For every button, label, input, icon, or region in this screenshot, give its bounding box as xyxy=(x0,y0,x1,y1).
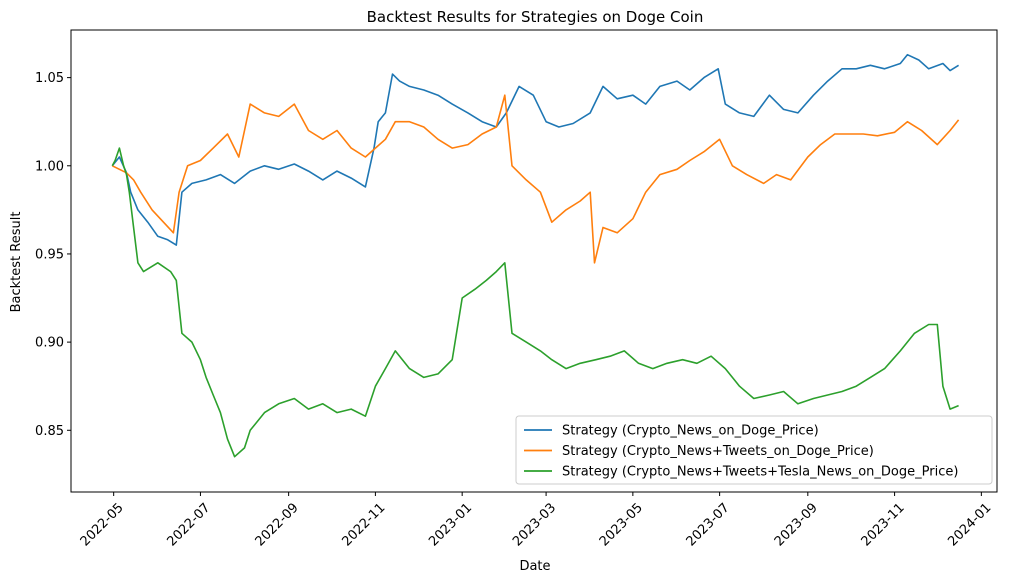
x-tick-label: 2023-11 xyxy=(859,500,908,549)
x-tick-label: 2023-03 xyxy=(510,500,559,549)
y-tick-label: 1.00 xyxy=(35,159,64,174)
series-line-1 xyxy=(111,53,960,246)
series-line-3 xyxy=(111,147,959,458)
x-tick-label: 2023-09 xyxy=(772,500,821,549)
chart-title: Backtest Results for Strategies on Doge … xyxy=(367,8,704,26)
y-tick-label: 0.90 xyxy=(35,336,64,351)
y-axis-label: Backtest Result xyxy=(9,212,24,313)
y-tick-label: 1.05 xyxy=(35,71,64,86)
x-axis-label: Date xyxy=(519,559,550,574)
y-tick-label: 0.85 xyxy=(35,424,64,439)
legend: Strategy (Crypto_News_on_Doge_Price) Stra… xyxy=(515,415,993,485)
series-layer xyxy=(111,53,960,458)
x-tick-label: 2023-01 xyxy=(426,500,475,549)
x-tick-label: 2022-07 xyxy=(164,500,213,549)
legend-label-1: Strategy (Crypto_News_on_Doge_Price) xyxy=(562,424,819,439)
x-tick-label: 2022-05 xyxy=(78,500,127,549)
plot-frame xyxy=(70,29,998,493)
x-tick-label: 2023-05 xyxy=(597,500,646,549)
x-axis-ticks: 2022-05 2022-07 2022-09 2022-11 2023-01 2023-… xyxy=(78,492,994,549)
x-tick-label: 2022-11 xyxy=(339,500,388,549)
legend-label-3: Strategy (Crypto_News+Tweets+Tesla_News_… xyxy=(562,465,958,480)
y-axis-ticks: 0.85 0.90 0.95 1.00 1.05 xyxy=(35,71,71,439)
legend-label-2: Strategy (Crypto_News+Tweets_on_Doge_Pri… xyxy=(562,444,874,459)
series-line-2 xyxy=(111,94,960,264)
x-tick-label: 2022-09 xyxy=(253,500,302,549)
y-tick-label: 0.95 xyxy=(35,247,64,262)
x-tick-label: 2023-07 xyxy=(684,500,733,549)
x-tick-label: 2024-01 xyxy=(945,500,994,549)
legend-box xyxy=(515,415,993,485)
